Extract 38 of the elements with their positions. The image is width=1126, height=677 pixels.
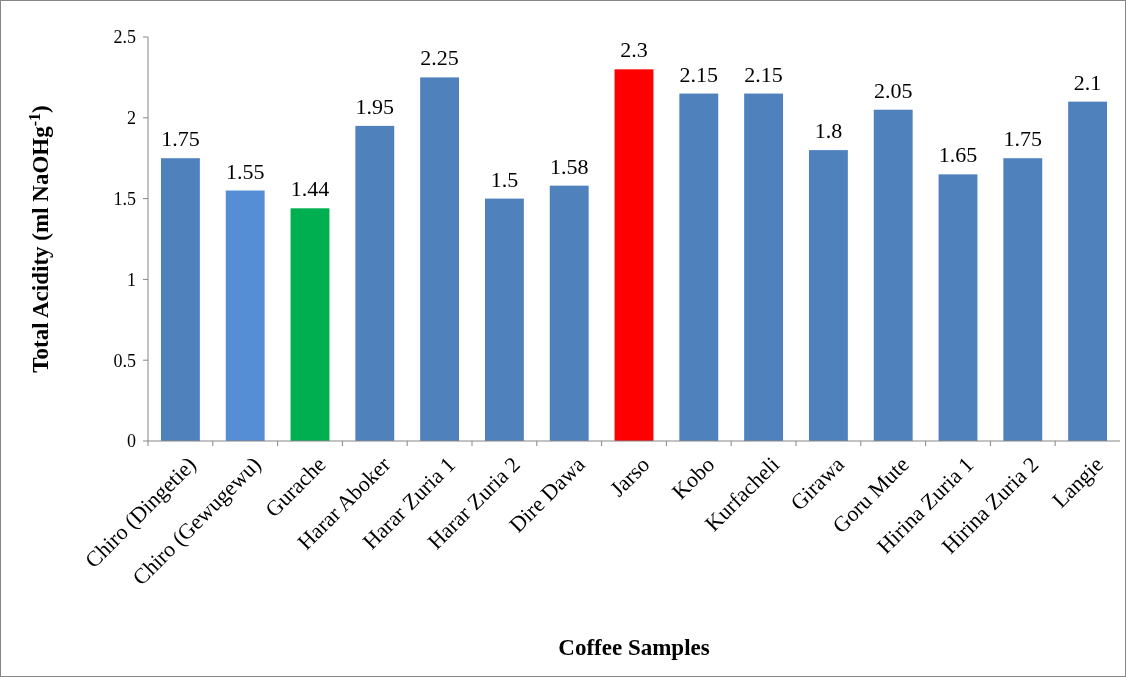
bar bbox=[808, 150, 848, 441]
data-label: 2.15 bbox=[744, 61, 783, 87]
data-label: 2.3 bbox=[620, 37, 648, 63]
bar bbox=[744, 93, 784, 441]
bar bbox=[484, 198, 524, 441]
data-label: 1.5 bbox=[490, 166, 519, 192]
data-label: 2.05 bbox=[873, 77, 913, 103]
y-tick-label: 0.5 bbox=[113, 350, 136, 371]
bar bbox=[679, 93, 719, 441]
data-label: 1.75 bbox=[1003, 126, 1043, 152]
data-label: 2.1 bbox=[1073, 69, 1102, 95]
bar bbox=[420, 77, 460, 441]
bar bbox=[1003, 158, 1043, 441]
bar bbox=[160, 158, 200, 441]
y-tick-label: 0 bbox=[127, 431, 136, 452]
bar bbox=[938, 174, 978, 441]
data-label: 1.44 bbox=[290, 176, 330, 202]
bar bbox=[290, 208, 330, 441]
data-label: 1.8 bbox=[814, 118, 843, 144]
y-tick-label: 1.5 bbox=[113, 188, 136, 209]
bar bbox=[1068, 101, 1108, 441]
bar bbox=[614, 69, 654, 441]
x-axis-title: Coffee Samples bbox=[558, 635, 710, 660]
y-tick-label: 2 bbox=[127, 108, 136, 129]
bar bbox=[873, 109, 913, 441]
data-label: 1.65 bbox=[938, 142, 978, 168]
data-label: 1.58 bbox=[549, 153, 589, 179]
data-label: 1.55 bbox=[225, 158, 265, 184]
y-tick-label: 2.5 bbox=[113, 27, 136, 48]
y-tick-label: 1 bbox=[127, 269, 136, 290]
bar bbox=[549, 185, 589, 441]
data-label: 2.15 bbox=[679, 61, 719, 87]
bar bbox=[225, 190, 265, 441]
data-label: 2.25 bbox=[420, 45, 459, 71]
data-label: 1.75 bbox=[161, 126, 200, 152]
x-tick-label: Jarso bbox=[604, 451, 655, 502]
bar bbox=[355, 125, 395, 441]
data-label: 1.95 bbox=[355, 93, 395, 119]
